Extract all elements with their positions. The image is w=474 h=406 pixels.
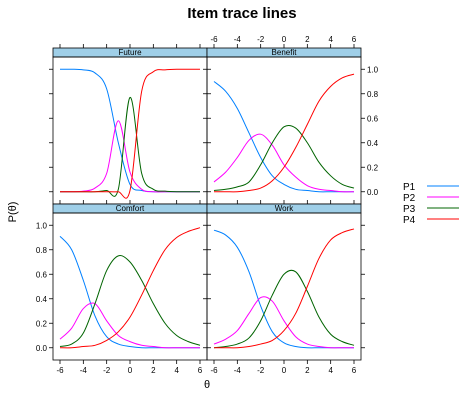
y-tick-label: 0.0 — [36, 344, 48, 353]
x-tick-label: -2 — [257, 366, 265, 375]
x-tick-label: 6 — [352, 366, 357, 375]
series-line-p4 — [213, 73, 355, 193]
x-tick-label: -2 — [257, 35, 265, 44]
x-tick-label: -4 — [80, 366, 88, 375]
x-tick-label: -6 — [56, 366, 64, 375]
y-tick-label: 0.2 — [367, 163, 379, 172]
chart-title: Item trace lines — [187, 5, 296, 22]
x-axis-label: θ — [204, 379, 210, 391]
y-tick-label: 0.4 — [367, 139, 379, 148]
y-tick-label: 0.6 — [367, 114, 379, 123]
x-tick-label: -6 — [210, 366, 218, 375]
series-line-p2 — [213, 296, 354, 349]
x-tick-label: -2 — [103, 366, 111, 375]
x-tick-label: 6 — [352, 35, 357, 44]
panels-group: Future Benefit Comfort Work — [49, 44, 365, 364]
series-line-p3 — [213, 124, 355, 192]
legend-label-p3: P3 — [403, 204, 416, 215]
x-tick-label: -4 — [234, 366, 242, 375]
panel-strip-title: Future — [118, 48, 142, 57]
x-tick-label: 2 — [305, 35, 310, 44]
series-line-p3 — [213, 269, 355, 349]
series-line-p3 — [59, 255, 201, 348]
y-tick-label: 1.0 — [36, 221, 48, 230]
series-line-p4 — [59, 68, 200, 199]
panel-comfort: Comfort — [49, 200, 211, 364]
axes-group: -6 -4 -2 0 2 4 6 0.0 0.2 0.4 0.6 0.8 1.0 -6 -4 -2 0 2 4 6 0.… — [36, 35, 379, 375]
x-tick-label: -6 — [210, 35, 218, 44]
x-tick-label: -4 — [234, 35, 242, 44]
x-tick-label: 2 — [305, 366, 310, 375]
panel-ticks — [49, 200, 211, 364]
x-tick-label: 4 — [328, 35, 333, 44]
x-tick-label: 0 — [128, 366, 133, 375]
x-tick-label: 2 — [151, 366, 156, 375]
y-tick-label: 0.4 — [36, 295, 48, 304]
series-line-p2 — [59, 120, 200, 193]
panel-strip-title: Comfort — [116, 204, 145, 213]
panel-work: Work — [203, 200, 365, 364]
panel-benefit: Benefit — [203, 44, 365, 208]
y-tick-label: 0.8 — [367, 90, 379, 99]
series-lines — [213, 228, 355, 349]
series-line-p2 — [213, 133, 355, 193]
y-tick-label: 0.2 — [36, 319, 48, 328]
series-line-p4 — [59, 227, 201, 349]
series-lines — [59, 68, 200, 199]
y-tick-label: 0.8 — [36, 246, 48, 255]
x-tick-label: 4 — [328, 366, 333, 375]
series-line-p4 — [214, 228, 355, 349]
y-tick-label: 0.6 — [36, 270, 48, 279]
y-tick-label: 1.0 — [367, 65, 379, 74]
series-line-p1 — [59, 235, 200, 349]
legend-label-p2: P2 — [403, 193, 416, 204]
legend-label-p4: P4 — [403, 215, 416, 226]
panel-future: Future — [49, 44, 211, 208]
panel-ticks — [203, 200, 365, 364]
y-axis-label: P(θ) — [7, 202, 19, 223]
series-lines — [213, 73, 355, 193]
x-tick-label: 0 — [282, 35, 287, 44]
panel-strip-title: Benefit — [272, 48, 298, 57]
series-line-p2 — [59, 302, 200, 349]
x-tick-label: 0 — [282, 366, 287, 375]
series-line-p1 — [213, 81, 354, 193]
y-tick-label: 0.0 — [367, 188, 379, 197]
panel-strip-title: Work — [275, 204, 295, 213]
panel-frame — [52, 212, 208, 361]
x-tick-label: 4 — [174, 366, 179, 375]
series-line-p3 — [59, 96, 200, 197]
series-lines — [59, 227, 201, 349]
legend-label-p1: P1 — [403, 182, 416, 193]
x-tick-label: 6 — [198, 366, 203, 375]
panel-frame — [52, 56, 208, 205]
